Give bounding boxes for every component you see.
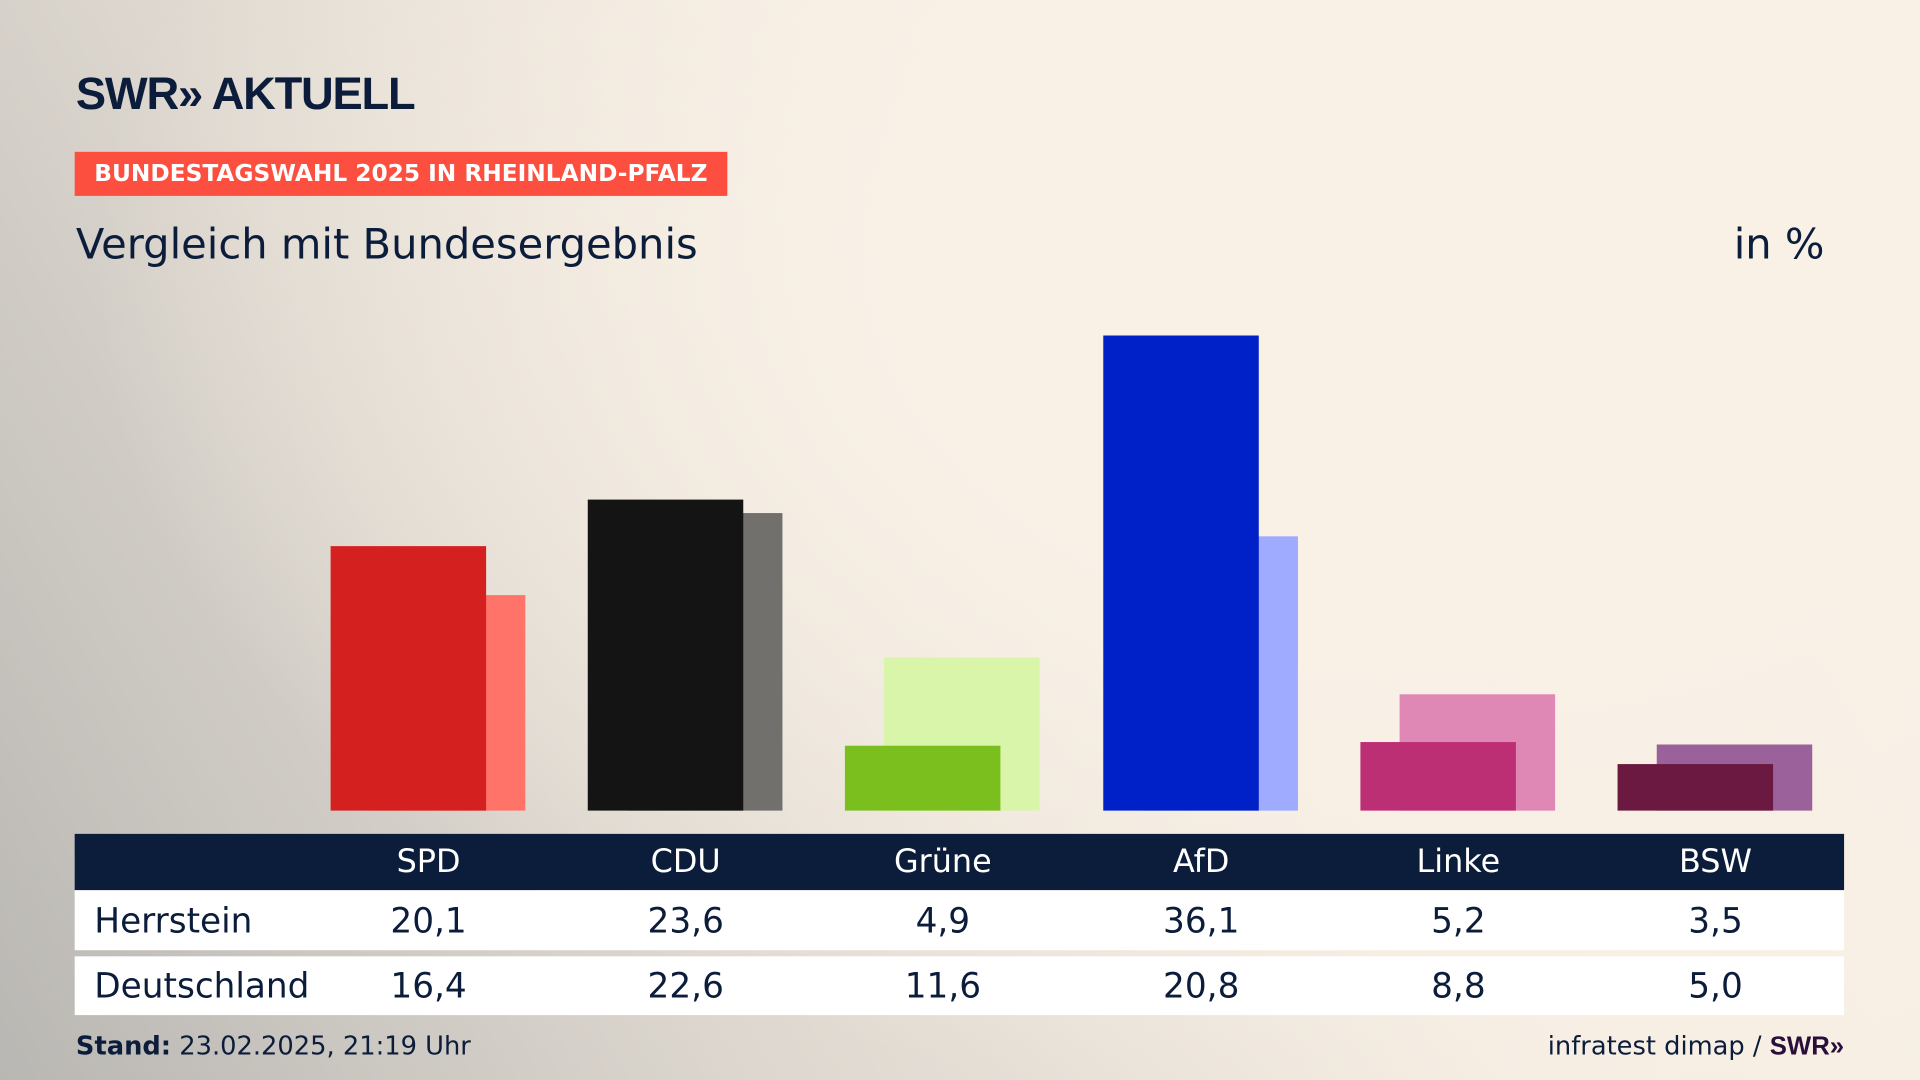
value-label: 36,1 xyxy=(1163,900,1240,941)
election-badge: BUNDESTAGSWAHL 2025 IN RHEINLAND-PFALZ xyxy=(74,151,728,196)
table-row: Deutschland 16,4 22,6 11,6 20,8 8,8 5,0 xyxy=(74,956,1845,1016)
bar-area xyxy=(330,335,1813,811)
table-header: SPD CDU Grüne AfD Linke BSW xyxy=(74,833,1845,891)
column-header: BSW xyxy=(1679,843,1752,881)
swr-aktuell-logo: SWR» AKTUELL xyxy=(75,68,416,119)
value-label: 16,4 xyxy=(390,965,467,1006)
bar-herrstein-afd xyxy=(1103,335,1259,811)
unit-label: in % xyxy=(1733,220,1825,270)
stand-value: 23.02.2025, 21:19 Uhr xyxy=(179,1031,471,1061)
source-text: infratest dimap / xyxy=(1547,1031,1762,1061)
value-label: 5,0 xyxy=(1688,965,1743,1006)
row-label: Herrstein xyxy=(94,900,253,941)
value-label: 3,5 xyxy=(1688,900,1743,941)
bar-herrstein-grüne xyxy=(844,746,1001,811)
bar-herrstein-cdu xyxy=(587,500,744,811)
results-table: SPD CDU Grüne AfD Linke BSW Herrstein 20,1 23,6… xyxy=(74,833,1845,1016)
value-label: 8,8 xyxy=(1431,965,1486,1006)
swr-logo: SWR» xyxy=(1769,1032,1845,1061)
value-label: 22,6 xyxy=(647,965,724,1006)
table-row: Herrstein 20,1 23,6 4,9 36,1 5,2 3,5 xyxy=(74,890,1845,951)
bar-herrstein-bsw xyxy=(1617,764,1774,811)
column-header: Grüne xyxy=(893,843,992,881)
source: infratest dimap / SWR» xyxy=(1548,1031,1844,1062)
value-label: 5,2 xyxy=(1431,900,1486,941)
column-header: SPD xyxy=(396,843,461,881)
value-label: 20,1 xyxy=(390,900,467,941)
bar-herrstein-linke xyxy=(1360,742,1516,811)
value-label: 23,6 xyxy=(647,900,724,941)
column-header: AfD xyxy=(1173,843,1230,881)
chart-title: Vergleich mit Bundesergebnis xyxy=(75,220,698,270)
value-label: 11,6 xyxy=(904,965,982,1006)
value-label: 20,8 xyxy=(1163,965,1240,1006)
column-header: Linke xyxy=(1416,843,1501,881)
timestamp: Stand: 23.02.2025, 21:19 Uhr xyxy=(76,1031,471,1060)
stand-label: Stand: xyxy=(75,1031,172,1061)
column-header: CDU xyxy=(650,843,721,881)
bar-herrstein-spd xyxy=(330,546,487,811)
value-label: 4,9 xyxy=(915,900,971,941)
row-label: Deutschland xyxy=(94,965,310,1006)
